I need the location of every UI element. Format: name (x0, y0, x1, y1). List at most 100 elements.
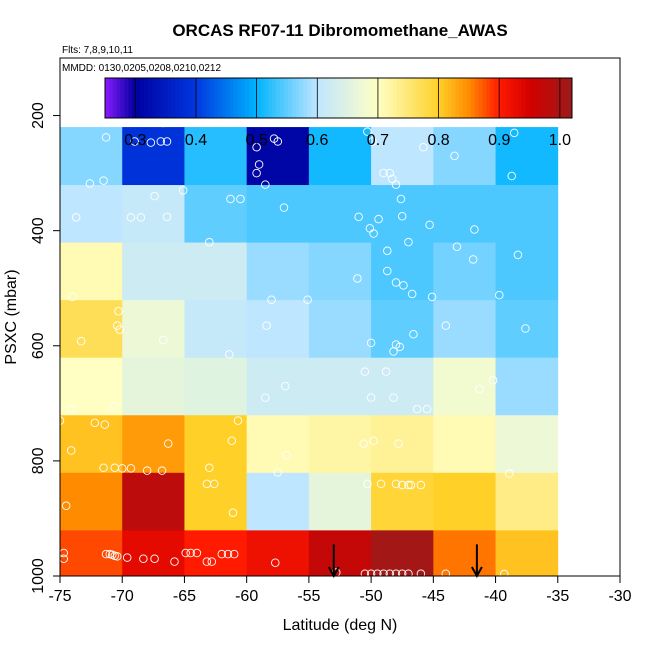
colorbar-segment (245, 78, 250, 118)
sample-point (136, 213, 146, 222)
heatmap-cell (371, 242, 434, 301)
sample-point (117, 464, 127, 473)
sample-point (395, 342, 404, 352)
sample-point (397, 480, 407, 490)
sample-point (369, 229, 378, 238)
sample-point (254, 160, 264, 169)
colorbar-segment (143, 78, 149, 118)
colorbar-segment (120, 78, 125, 118)
sample-point (391, 569, 401, 578)
sample-point (207, 557, 217, 566)
sample-point (115, 325, 124, 334)
colorbar-segment (233, 78, 238, 118)
sample-point (71, 213, 81, 222)
sample-point (159, 335, 168, 345)
heatmap-cell (371, 184, 434, 243)
x-tick-label: -30 (608, 588, 631, 605)
colorbar-segment (116, 78, 122, 118)
dates-subtitle: MMDD: 0130,0205,0208,0210,0212 (62, 63, 221, 74)
colorbar-segment (303, 78, 308, 118)
sample-point (376, 479, 386, 489)
colorbar-segment (564, 78, 569, 118)
colorbar-segment (295, 78, 301, 118)
colorbar-segment (210, 78, 215, 118)
sample-point (427, 292, 437, 302)
sample-point (228, 508, 238, 517)
colorbar-segment (529, 78, 534, 118)
sample-point (404, 480, 413, 490)
heatmap-cell (184, 299, 248, 358)
heatmap-cell (122, 357, 185, 416)
sample-point (66, 446, 76, 455)
sample-point (404, 237, 413, 247)
sample-point (126, 213, 136, 222)
colorbar-segment (322, 78, 328, 118)
sample-point (99, 176, 108, 185)
sample-point (374, 214, 383, 224)
sample-point (192, 548, 202, 558)
colorbar-segment (369, 78, 375, 118)
colorbar-segment (389, 78, 394, 118)
x-tick-label: -50 (360, 588, 383, 605)
sample-point (383, 266, 392, 276)
heatmap-cell (184, 357, 248, 416)
colorbar-segment (248, 78, 254, 118)
colorbar-segment (260, 78, 266, 118)
sample-point (223, 549, 233, 559)
colorbar-segment (291, 78, 297, 118)
heatmap-cell (60, 127, 123, 186)
heatmap-cell (246, 184, 310, 243)
sample-point (227, 436, 236, 445)
colorbar-tick-label: 0.5 (245, 132, 267, 149)
colorbar-segment (525, 78, 530, 118)
sample-point (122, 553, 132, 562)
x-tick-label: -70 (111, 588, 134, 605)
colorbar-segment (354, 78, 359, 118)
colorbar-segment (287, 78, 293, 118)
sample-point (441, 569, 451, 578)
heatmap-cell (433, 127, 496, 186)
heatmap-cell (122, 414, 185, 473)
heatmap-cell (433, 357, 496, 416)
colorbar-segment (552, 78, 557, 118)
colorbar-segment (140, 78, 145, 118)
sample-point (513, 250, 523, 260)
colorbar-tick-label: 0.9 (488, 132, 510, 149)
sample-point (181, 548, 190, 558)
x-axis: -75 -70 -65 -60 -55 -50 -45 -40 -35 -30 (48, 575, 632, 605)
heatmap-cell (184, 184, 248, 243)
sample-point (61, 501, 71, 511)
colorbar-segment (400, 78, 406, 118)
heatmap-cell (246, 127, 310, 186)
colorbar-segment (217, 78, 223, 118)
sample-point (157, 466, 167, 475)
sample-point (100, 420, 110, 429)
heatmap-cell (308, 242, 372, 301)
sample-point (76, 336, 86, 346)
colorbar-tick-label: 0.4 (185, 132, 207, 149)
sample-point (262, 321, 271, 330)
heatmap-cell (495, 472, 559, 531)
colorbar-segment (299, 78, 304, 118)
sample-point (488, 376, 498, 385)
colorbar-segment (284, 78, 289, 118)
sample-point (68, 292, 77, 302)
heatmap-cell (433, 184, 496, 243)
heatmap-cell (495, 242, 559, 301)
y-tick-label: 1000 (30, 558, 47, 594)
sample-point (229, 549, 239, 559)
sample-point (452, 242, 462, 252)
colorbar-segment (443, 78, 448, 118)
heatmap-cell (122, 242, 185, 301)
colorbar-segment (186, 78, 192, 118)
sample-point (233, 416, 243, 425)
heatmap-cell (246, 242, 310, 301)
sample-point (385, 569, 395, 578)
sample-point (416, 480, 426, 490)
sample-point (397, 212, 407, 221)
heatmap-cell (60, 357, 123, 416)
heatmap-cell (122, 127, 185, 186)
sample-point (150, 191, 159, 201)
colorbar-segment (147, 78, 153, 118)
